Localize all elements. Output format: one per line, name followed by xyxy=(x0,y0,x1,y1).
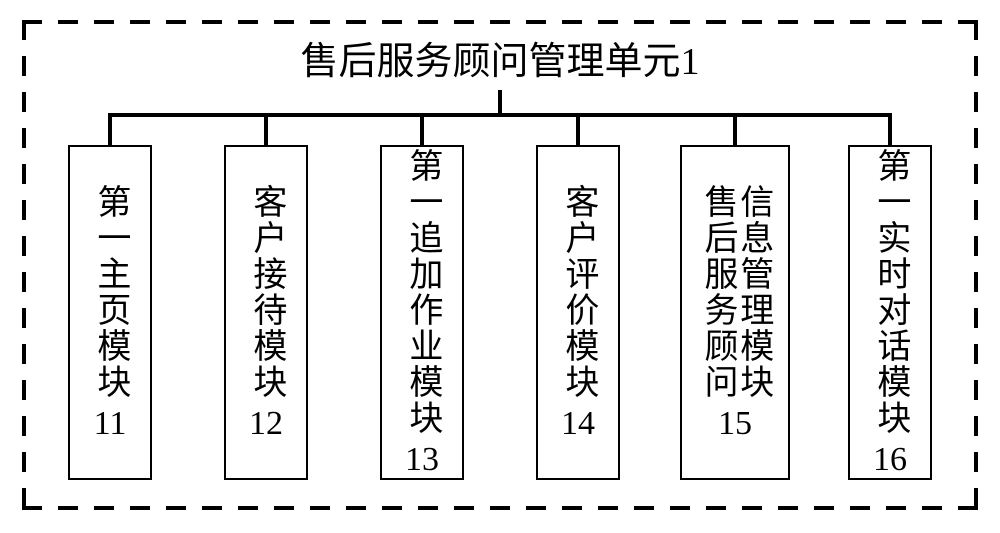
module-label: 客户接待模块 xyxy=(248,184,284,400)
module-label: 售后服务顾问信息管理模块 xyxy=(699,184,770,400)
outer-border-top xyxy=(22,20,978,24)
module-label-col: 客户接待模块 xyxy=(248,184,284,400)
module-number: 13 xyxy=(405,442,439,478)
module-label: 第一实时对话模块 xyxy=(872,148,908,436)
outer-border-left xyxy=(22,20,26,510)
connector-drop-5 xyxy=(733,113,737,145)
connector-drop-1 xyxy=(108,113,112,145)
module-label-col: 第一实时对话模块 xyxy=(872,148,908,436)
connector-drop-2 xyxy=(264,113,268,145)
connector-drop-6 xyxy=(888,113,892,145)
module-label-col: 客户评价模块 xyxy=(560,184,596,400)
module-label: 第一主页模块 xyxy=(92,184,128,400)
connector-drop-4 xyxy=(576,113,580,145)
module-box-2: 客户接待模块 12 xyxy=(224,145,308,480)
module-number: 16 xyxy=(873,442,907,478)
module-number: 14 xyxy=(561,406,595,442)
module-label: 客户评价模块 xyxy=(560,184,596,400)
module-box-5: 售后服务顾问信息管理模块 15 xyxy=(680,145,790,480)
module-label-col: 售后服务顾问 xyxy=(699,184,735,400)
module-label-col: 第一主页模块 xyxy=(92,184,128,400)
module-number: 11 xyxy=(94,406,127,442)
module-label-col: 信息管理模块 xyxy=(735,184,771,400)
outer-border-right xyxy=(974,20,978,510)
module-label-col: 第一追加作业模块 xyxy=(404,148,440,436)
module-number: 15 xyxy=(718,406,752,442)
module-box-6: 第一实时对话模块 16 xyxy=(848,145,932,480)
diagram-title: 售后服务顾问管理单元1 xyxy=(250,30,750,76)
connector-drop-3 xyxy=(420,113,424,145)
module-box-4: 客户评价模块 14 xyxy=(536,145,620,480)
module-box-3: 第一追加作业模块 13 xyxy=(380,145,464,480)
outer-border-bottom xyxy=(22,506,978,510)
module-box-1: 第一主页模块 11 xyxy=(68,145,152,480)
module-number: 12 xyxy=(249,406,283,442)
diagram-stage: 售后服务顾问管理单元1 第一主页模块 11 客户接待模块 12 第一追加作业模块 13 客户… xyxy=(0,0,1000,533)
connector-trunk xyxy=(498,90,502,117)
module-label: 第一追加作业模块 xyxy=(404,148,440,436)
